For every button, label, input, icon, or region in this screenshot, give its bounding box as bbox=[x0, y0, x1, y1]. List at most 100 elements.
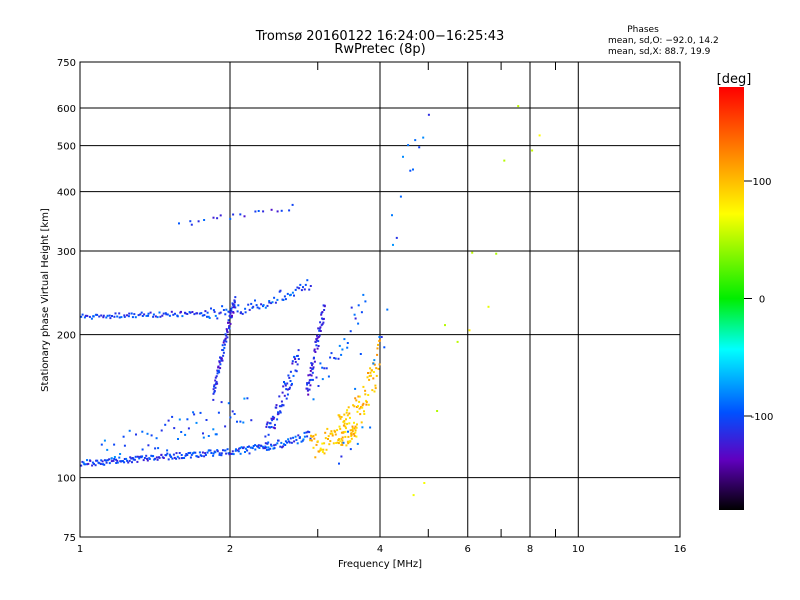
data-point bbox=[238, 447, 241, 450]
data-point bbox=[318, 327, 321, 330]
data-point bbox=[204, 310, 207, 313]
data-point bbox=[103, 439, 106, 442]
data-point bbox=[113, 443, 116, 446]
data-point bbox=[266, 421, 269, 424]
data-point bbox=[239, 452, 242, 455]
data-point bbox=[143, 457, 146, 459]
data-point bbox=[345, 427, 347, 430]
data-point bbox=[226, 331, 229, 334]
data-point bbox=[281, 391, 284, 394]
data-point bbox=[330, 430, 333, 433]
data-point bbox=[314, 433, 317, 436]
data-point bbox=[351, 430, 354, 433]
data-point bbox=[241, 312, 244, 315]
data-point bbox=[228, 327, 231, 330]
data-point bbox=[362, 402, 365, 405]
data-point bbox=[98, 462, 101, 465]
chart-subtitle: RwPretec (8p) bbox=[334, 42, 425, 57]
data-point bbox=[156, 458, 159, 461]
data-point bbox=[274, 423, 276, 426]
data-point bbox=[244, 311, 247, 314]
data-point bbox=[229, 322, 232, 325]
data-point bbox=[213, 385, 215, 388]
data-point bbox=[363, 413, 366, 415]
data-point bbox=[260, 303, 263, 306]
data-point bbox=[349, 448, 352, 451]
data-point bbox=[349, 429, 352, 432]
data-point bbox=[284, 440, 287, 443]
x-tick-label: 2 bbox=[227, 544, 233, 555]
data-point bbox=[204, 452, 207, 455]
data-point bbox=[254, 299, 256, 302]
data-point bbox=[312, 435, 315, 438]
data-point bbox=[178, 222, 180, 225]
data-point bbox=[218, 452, 221, 455]
data-point bbox=[286, 382, 289, 385]
data-point bbox=[368, 378, 371, 381]
data-point bbox=[147, 312, 150, 315]
data-point bbox=[291, 362, 294, 365]
data-point bbox=[357, 395, 360, 398]
data-point bbox=[141, 455, 144, 458]
data-point bbox=[231, 450, 234, 453]
data-point bbox=[352, 432, 355, 435]
data-point bbox=[270, 208, 273, 211]
data-point bbox=[219, 214, 222, 217]
data-point bbox=[181, 457, 183, 460]
data-point bbox=[315, 443, 318, 446]
data-point bbox=[270, 426, 273, 428]
data-point bbox=[138, 456, 141, 459]
data-point bbox=[338, 438, 340, 441]
data-point bbox=[147, 314, 150, 317]
colorbar-tick-label: -100 bbox=[751, 412, 774, 423]
data-point bbox=[309, 384, 312, 387]
data-point bbox=[102, 463, 104, 466]
data-point bbox=[130, 312, 133, 315]
data-point bbox=[214, 314, 217, 317]
data-point bbox=[279, 410, 282, 413]
data-point bbox=[347, 442, 350, 445]
data-point bbox=[139, 313, 142, 316]
data-point bbox=[344, 430, 347, 433]
data-point bbox=[233, 304, 236, 307]
data-point bbox=[244, 451, 246, 453]
data-point bbox=[337, 357, 340, 360]
data-point bbox=[80, 315, 83, 318]
x-tick-label: 16 bbox=[674, 544, 687, 555]
data-point bbox=[227, 402, 230, 405]
data-point bbox=[270, 443, 272, 446]
data-point bbox=[299, 283, 302, 286]
data-point bbox=[369, 371, 372, 374]
data-point bbox=[270, 417, 273, 420]
data-point bbox=[177, 438, 179, 440]
data-point bbox=[176, 315, 179, 318]
data-point bbox=[306, 382, 309, 385]
data-point bbox=[468, 329, 471, 332]
data-point bbox=[283, 394, 286, 397]
data-point bbox=[195, 421, 198, 424]
data-point bbox=[320, 448, 323, 451]
data-point bbox=[193, 451, 196, 454]
data-point bbox=[180, 454, 183, 456]
data-point bbox=[517, 105, 520, 108]
data-point bbox=[98, 315, 101, 318]
data-point bbox=[123, 461, 126, 464]
data-point bbox=[134, 316, 137, 319]
data-point bbox=[353, 405, 356, 408]
data-point bbox=[234, 306, 237, 309]
data-point bbox=[216, 450, 219, 453]
colorbar bbox=[719, 87, 744, 510]
data-point bbox=[268, 300, 271, 302]
data-point bbox=[220, 452, 223, 455]
data-point bbox=[234, 296, 237, 299]
data-point bbox=[274, 443, 277, 446]
data-point bbox=[213, 384, 216, 387]
data-point bbox=[363, 410, 365, 413]
data-point bbox=[236, 310, 239, 313]
data-point bbox=[323, 309, 326, 311]
data-point bbox=[297, 434, 300, 437]
y-axis-label: Stationary phase Virtual Height [km] bbox=[40, 208, 51, 392]
data-point bbox=[123, 315, 126, 318]
colorbar-tick-label: 100 bbox=[752, 177, 771, 188]
